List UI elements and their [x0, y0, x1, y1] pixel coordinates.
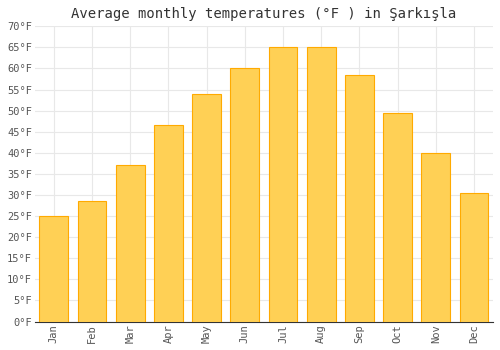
Bar — [383, 113, 412, 322]
Bar — [192, 94, 221, 322]
Bar — [78, 201, 106, 322]
Bar — [40, 216, 68, 322]
Title: Average monthly temperatures (°F ) in Şarkışla: Average monthly temperatures (°F ) in Şa… — [72, 7, 456, 21]
Bar — [460, 193, 488, 322]
Bar — [345, 75, 374, 322]
Bar — [422, 153, 450, 322]
Bar — [268, 47, 298, 322]
Bar — [307, 47, 336, 322]
Bar — [154, 125, 182, 322]
Bar — [116, 166, 144, 322]
Bar — [230, 69, 259, 322]
